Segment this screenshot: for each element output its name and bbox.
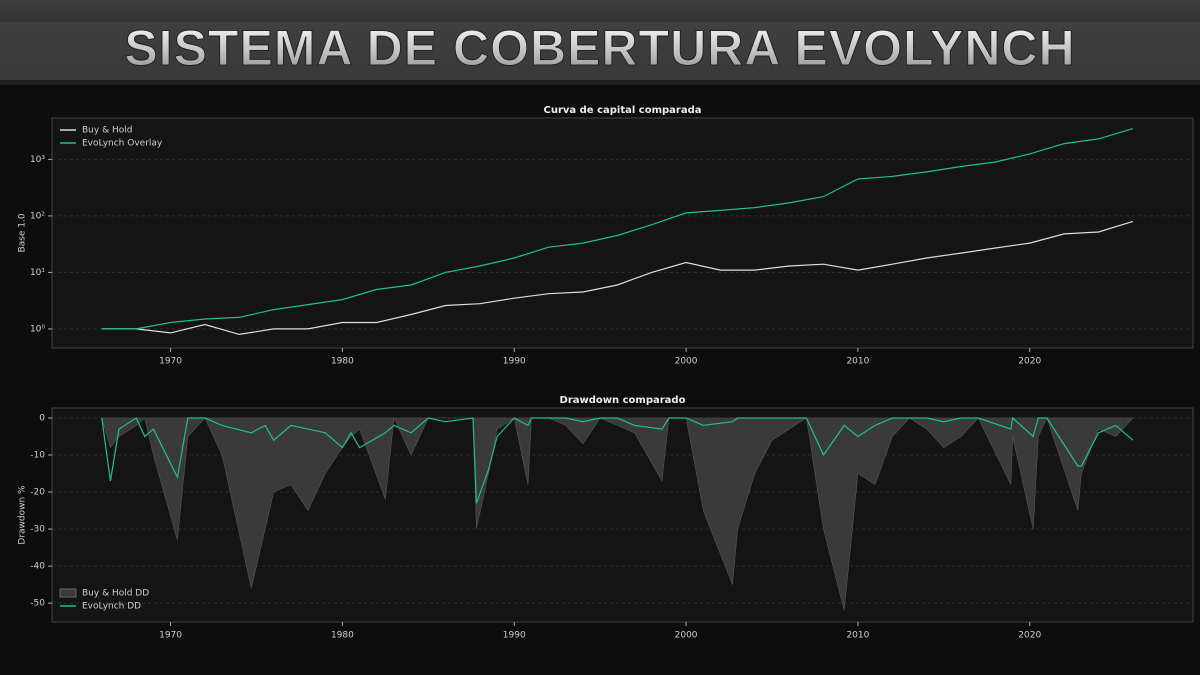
y-axis-label: Base 1.0 xyxy=(18,213,28,252)
x-tick-label: 2000 xyxy=(675,357,698,367)
legend-label: Buy & Hold DD xyxy=(82,589,149,599)
y-axis-label: Drawdown % xyxy=(18,485,28,545)
y-tick-label: -40 xyxy=(30,562,45,572)
line xyxy=(101,416,1134,504)
y-tick-label: 10³ xyxy=(30,155,45,165)
x-tick-label: 1990 xyxy=(503,631,526,641)
line xyxy=(101,128,1134,330)
area xyxy=(101,416,1134,611)
y-tick-label: 10¹ xyxy=(30,268,45,278)
x-tick-label: 1980 xyxy=(331,357,354,367)
chart-title: Curva de capital comparada xyxy=(544,105,702,116)
legend-swatch xyxy=(59,588,77,598)
legend-label: EvoLynch Overlay xyxy=(82,139,163,149)
y-tick-label: -50 xyxy=(30,599,45,609)
y-tick-label: -30 xyxy=(30,525,45,535)
x-tick-label: 2000 xyxy=(675,631,698,641)
legend-label: Buy & Hold xyxy=(82,126,132,136)
legend-label: EvoLynch DD xyxy=(82,602,141,612)
x-tick-label: 2010 xyxy=(846,357,869,367)
x-tick-label: 1970 xyxy=(159,357,182,367)
plot-area xyxy=(51,117,1194,349)
x-tick-label: 2020 xyxy=(1018,357,1041,367)
banner-strip xyxy=(0,22,1200,80)
y-tick-label: -20 xyxy=(30,488,45,498)
y-tick-label: 0 xyxy=(39,413,45,423)
x-tick-label: 1970 xyxy=(159,631,182,641)
y-tick-label: 10² xyxy=(30,211,45,221)
x-tick-label: 1980 xyxy=(331,631,354,641)
banner-title: SISTEMA DE COBERTURA EVOLYNCH xyxy=(124,20,1075,76)
y-tick-label: -10 xyxy=(30,451,45,461)
x-tick-label: 2020 xyxy=(1018,631,1041,641)
x-tick-label: 2010 xyxy=(846,631,869,641)
chart-title: Drawdown comparado xyxy=(560,395,686,406)
y-tick-label: 10⁰ xyxy=(30,324,45,334)
line xyxy=(101,220,1134,336)
x-tick-label: 1990 xyxy=(503,357,526,367)
